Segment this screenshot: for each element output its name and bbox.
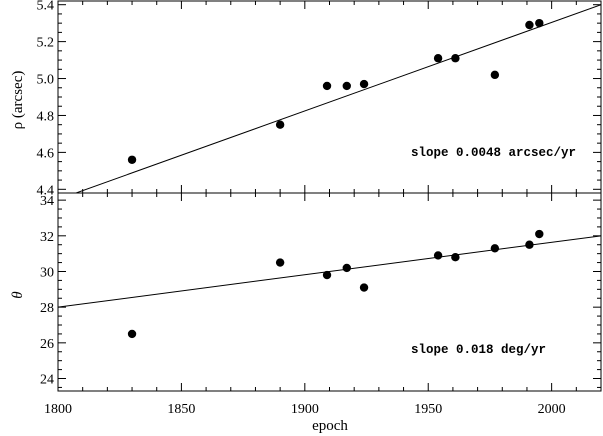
data-point [359, 79, 369, 89]
data-point [322, 81, 332, 91]
y-tick-label: 5.4 [37, 0, 55, 14]
data-point [490, 244, 500, 253]
data-point [525, 240, 534, 249]
x-tick-label: 1850 [167, 402, 195, 417]
y-tick-label: 28 [40, 301, 54, 316]
rho-y-tick-labels: 4.4 4.6 4.8 5.0 5.2 5.4 [37, 0, 55, 198]
data-point [535, 229, 544, 239]
data-point [451, 54, 460, 63]
theta-y-tick-labels: 24 26 28 30 32 34 [40, 194, 54, 387]
data-point [433, 54, 443, 63]
x-tick-label: 2000 [538, 402, 566, 417]
y-tick-label: 5.0 [37, 73, 55, 88]
x-tick-label: 1800 [44, 402, 72, 417]
data-point [451, 253, 460, 262]
rho-slope-annotation: slope 0.0048 arcsec/yr [411, 146, 576, 160]
y-tick-label: 4.8 [37, 109, 55, 124]
y-tick-label: 26 [40, 337, 54, 352]
data-point [525, 20, 534, 30]
data-point [342, 81, 351, 91]
data-point [275, 120, 285, 129]
data-point [490, 70, 500, 80]
fit-line [58, 235, 601, 308]
data-point [342, 263, 351, 273]
rho-ticks [57, 1, 602, 193]
theta-ticks [57, 193, 602, 391]
rho-y-axis-label: ρ (arcsec) [10, 71, 26, 130]
y-tick-label: 5.2 [37, 36, 55, 51]
y-tick-label: 30 [40, 265, 54, 280]
theta-slope-annotation: slope 0.018 deg/yr [411, 343, 546, 357]
fit-line [74, 4, 601, 193]
data-point [433, 251, 443, 260]
rho-fit-line-group [74, 4, 601, 193]
x-axis-label: epoch [312, 418, 348, 434]
y-tick-label: 34 [40, 194, 54, 209]
y-tick-label: 32 [40, 230, 54, 245]
theta-y-axis-label: θ [10, 291, 26, 299]
theta-data-points [127, 229, 544, 339]
rho-data-points [127, 18, 544, 164]
data-point [275, 258, 285, 267]
x-tick-label: 1950 [414, 402, 442, 417]
y-tick-label: 24 [40, 373, 54, 388]
data-point [359, 283, 369, 292]
data-point [322, 270, 332, 280]
theta-fit-line-group [58, 235, 601, 308]
theta-plot-frame [57, 192, 602, 392]
y-tick-label: 4.6 [37, 146, 55, 161]
y-tick-label: 4.4 [37, 183, 55, 198]
data-point [127, 155, 137, 164]
rho-plot-frame [57, 0, 602, 194]
data-point [127, 329, 137, 339]
x-tick-label: 1900 [291, 402, 319, 417]
data-point [535, 18, 544, 28]
theta-panel: 24 26 28 30 32 34 1800 1850 1900 1950 2000 slope … [10, 192, 602, 417]
rho-panel: 4.4 4.6 4.8 5.0 5.2 5.4 slope 0.0048 arcsec/y… [10, 0, 602, 198]
theta-x-tick-labels: 1800 1850 1900 1950 2000 [44, 402, 566, 417]
